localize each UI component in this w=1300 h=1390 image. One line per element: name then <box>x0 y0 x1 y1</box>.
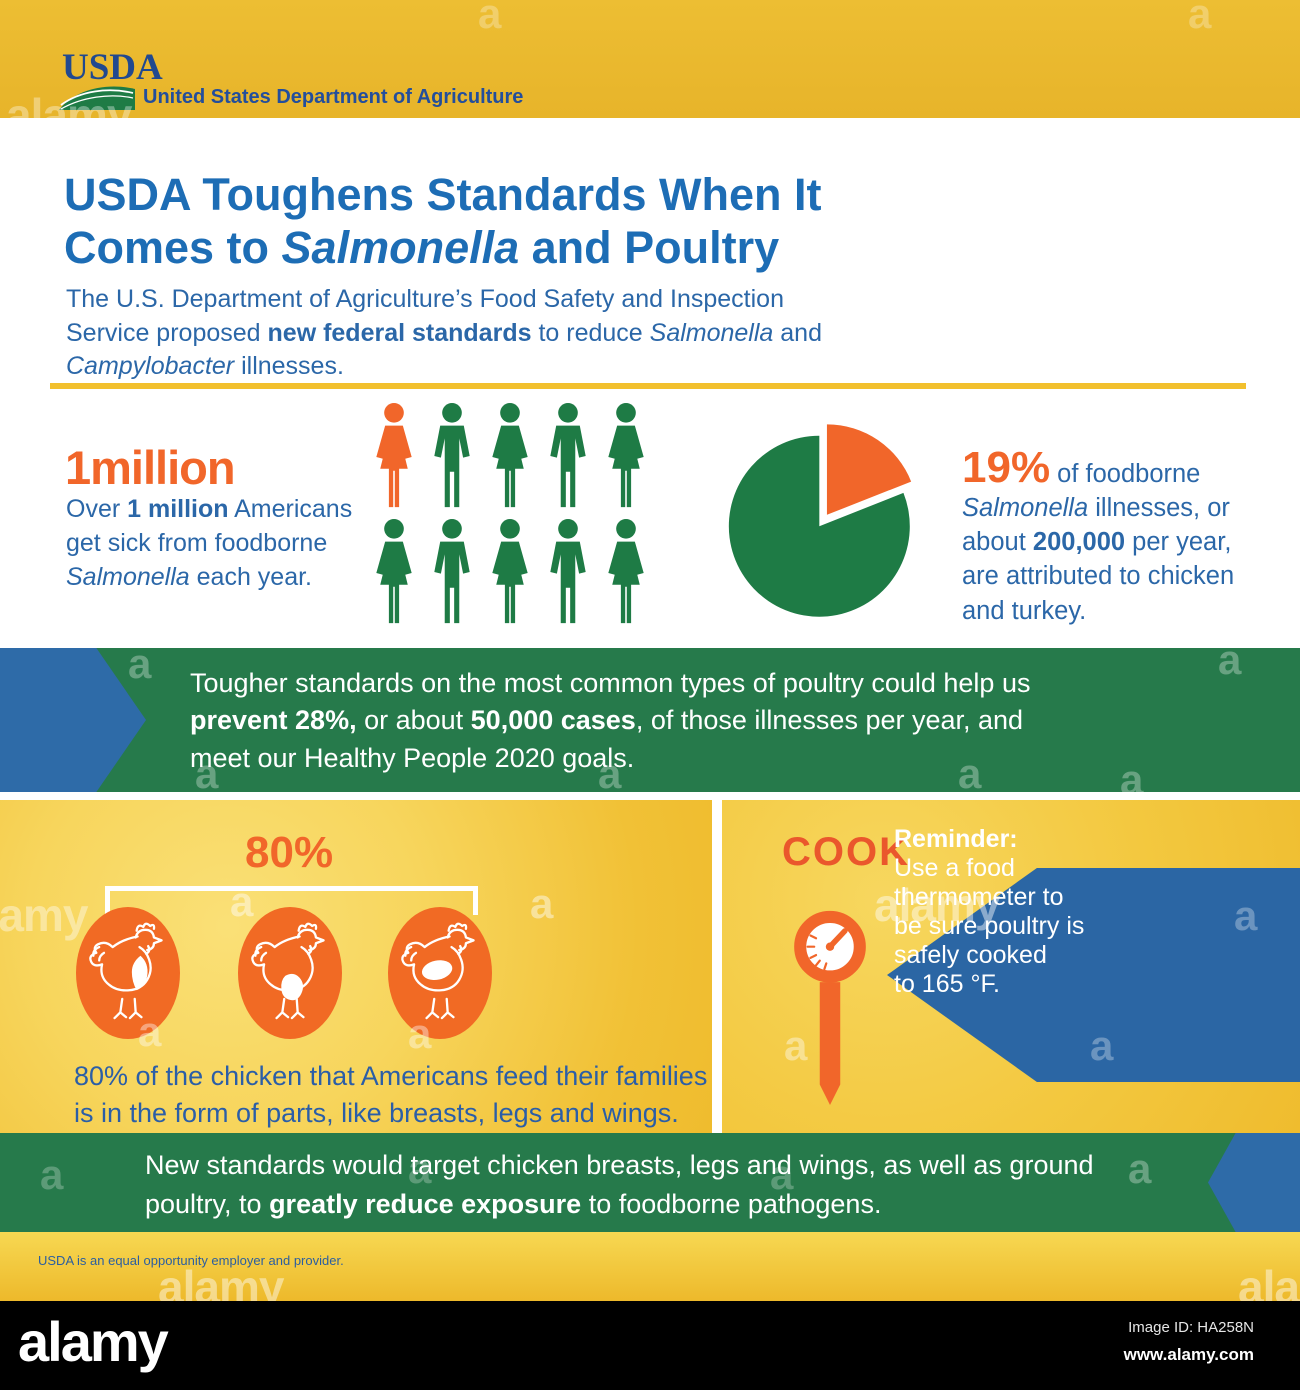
top-banner: USDA United States Department of Agricul… <box>0 0 1300 141</box>
alamy-bar: alamy Image ID: HA258N www.alamy.com <box>0 1301 1300 1390</box>
person-icon-female <box>492 402 528 508</box>
chevron-right-icon <box>0 648 146 792</box>
chicken-circle-breast <box>76 907 180 1039</box>
intro-paragraph: The U.S. Department of Agriculture’s Foo… <box>66 285 822 380</box>
banner1-text: Tougher standards on the most common typ… <box>190 668 1031 773</box>
alamy-watermark: a <box>1218 636 1242 683</box>
salmonella-italic: Salmonella <box>281 222 520 274</box>
footer-disclaimer: USDA is an equal opportunity employer an… <box>38 1253 344 1268</box>
chevron-left-icon <box>1208 1133 1300 1232</box>
usda-tagline: United States Department of Agriculture <box>143 86 524 108</box>
usda-logo: USDA <box>62 47 163 88</box>
person-icon-male <box>550 518 586 624</box>
person-icon-female-highlighted <box>376 402 412 508</box>
pie-stat-text: 19% of foodborne Salmonella illnesses, o… <box>962 443 1235 625</box>
eighty-headline: 80% <box>245 828 334 877</box>
person-icon-male <box>550 402 586 508</box>
person-icon-female <box>376 518 412 624</box>
cook-headline: COOK <box>782 830 910 874</box>
chicken-icon-breast <box>89 922 163 1020</box>
thermometer-icon <box>788 902 872 1123</box>
people-pictograph <box>368 402 660 628</box>
person-icon-female <box>608 518 644 624</box>
pie-slice-poultry <box>826 424 912 515</box>
alamy-watermark: a <box>1120 756 1144 803</box>
section-divider <box>50 383 1246 389</box>
usda-swoosh-icon <box>58 80 136 117</box>
chicken-circle-wing <box>388 907 492 1039</box>
banner2-text: New standards would target chicken breas… <box>145 1150 1094 1220</box>
person-icon-female <box>492 518 528 624</box>
person-icon-male <box>434 402 470 508</box>
chicken-circle-leg <box>238 907 342 1039</box>
title-line-2: Comes to Salmonella and Poultry <box>64 222 780 274</box>
alamy-url: www.alamy.com <box>1123 1345 1254 1364</box>
panel-80: 80% 80% of the chicken that Americans fe… <box>0 800 712 1133</box>
alamy-image-id: Image ID: HA258N <box>1128 1319 1254 1336</box>
million-text: Over 1 million Americans get sick from f… <box>66 495 353 591</box>
person-icon-female <box>608 402 644 508</box>
reminder-title: Reminder: <box>894 825 1018 853</box>
alamy-watermark: a <box>40 1151 64 1198</box>
chicken-icon-wing <box>401 922 475 1020</box>
alamy-watermark: a <box>530 880 554 927</box>
bracket <box>105 886 478 915</box>
banner-callout-1: Tougher standards on the most common typ… <box>0 636 1300 803</box>
chicken-icon-leg <box>251 922 325 1020</box>
reminder-text: Reminder: Use a food thermometer to be s… <box>894 825 1129 999</box>
banner-callout-2: New standards would target chicken breas… <box>0 1133 1300 1232</box>
page-title: USDA Toughens Standards When It Comes to… <box>64 168 822 274</box>
panel-cook: COOK Reminder: Use a food thermometer t <box>722 800 1300 1133</box>
panel-80-caption: 80% of the chicken that Americans feed t… <box>74 1061 708 1129</box>
alamy-watermark: alamy <box>0 889 88 941</box>
alamy-watermark: a <box>478 0 502 37</box>
person-icon-male <box>434 518 470 624</box>
pie-percent: 19% <box>962 443 1051 492</box>
million-headline: 1million <box>65 441 236 494</box>
title-line-1: USDA Toughens Standards When It <box>64 169 822 220</box>
alamy-watermark: a <box>1128 1145 1152 1192</box>
pie-slice-other <box>728 435 910 617</box>
pie-chart <box>726 416 926 631</box>
alamy-watermark: a <box>1188 0 1212 37</box>
alamy-watermark: a <box>128 640 152 687</box>
alamy-logo: alamy <box>18 1310 169 1373</box>
